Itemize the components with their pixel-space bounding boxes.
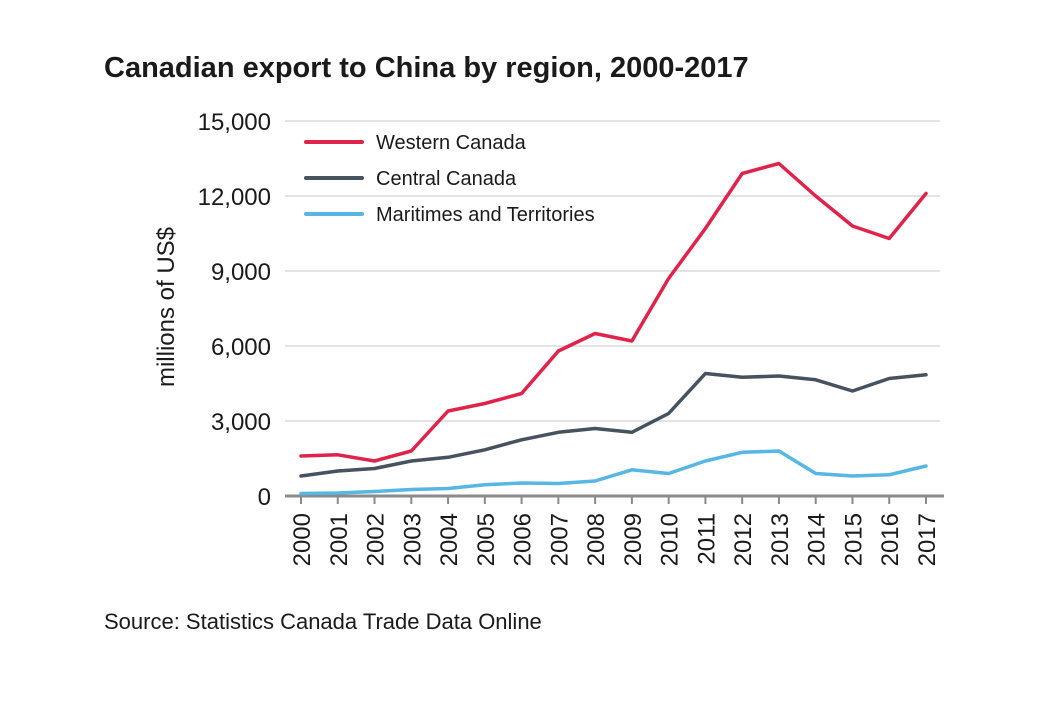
x-tick-label: 2002 bbox=[363, 513, 390, 566]
x-tick-label: 2015 bbox=[840, 513, 867, 566]
x-tick-label: 2006 bbox=[510, 513, 537, 566]
x-tick-label: 2014 bbox=[804, 513, 831, 566]
x-tick-label: 2012 bbox=[730, 513, 757, 566]
grid-lines bbox=[285, 120, 940, 422]
x-tick-label: 2005 bbox=[473, 513, 500, 566]
series-line-western-canada bbox=[299, 161, 928, 463]
series-line-maritimes-and-territories bbox=[299, 449, 928, 496]
y-tick-label: 15,000 bbox=[198, 109, 271, 136]
x-tick-label: 2000 bbox=[289, 513, 316, 566]
x-tick-label: 2017 bbox=[914, 513, 941, 566]
x-tick-label: 2007 bbox=[546, 513, 573, 566]
x-tick-label: 2003 bbox=[399, 513, 426, 566]
y-tick-label: 12,000 bbox=[198, 184, 271, 211]
chart-title: Canadian export to China by region, 2000… bbox=[104, 52, 749, 84]
series-line-central-canada bbox=[299, 371, 928, 478]
x-tick-label: 2004 bbox=[436, 513, 463, 566]
series-lines bbox=[299, 161, 928, 496]
x-tick-label: 2008 bbox=[583, 513, 610, 566]
x-tick-label: 2013 bbox=[767, 513, 794, 566]
legend: Western Canada Central Canada Maritimes an… bbox=[304, 132, 595, 226]
x-tick-label: 2016 bbox=[877, 513, 904, 566]
legend-label: Maritimes and Territories bbox=[376, 204, 595, 226]
y-tick-label: 3,000 bbox=[211, 409, 271, 436]
y-tick-label: 6,000 bbox=[211, 334, 271, 361]
x-tick-label: 2009 bbox=[620, 513, 647, 566]
x-tick-label: 2011 bbox=[693, 513, 720, 565]
y-tick-label: 0 bbox=[258, 484, 271, 511]
axes: 0 3,000 6,000 9,000 12,000 15,000 2000 2001 2002… bbox=[153, 109, 944, 566]
legend-label: Western Canada bbox=[376, 132, 527, 154]
x-tick-label: 2010 bbox=[657, 513, 684, 566]
legend-label: Central Canada bbox=[376, 168, 517, 190]
y-tick-label: 9,000 bbox=[211, 259, 271, 286]
x-tick-label: 2001 bbox=[326, 513, 353, 566]
y-axis-title: millions of US$ bbox=[153, 227, 180, 387]
source-note: Source: Statistics Canada Trade Data Onl… bbox=[104, 609, 542, 634]
